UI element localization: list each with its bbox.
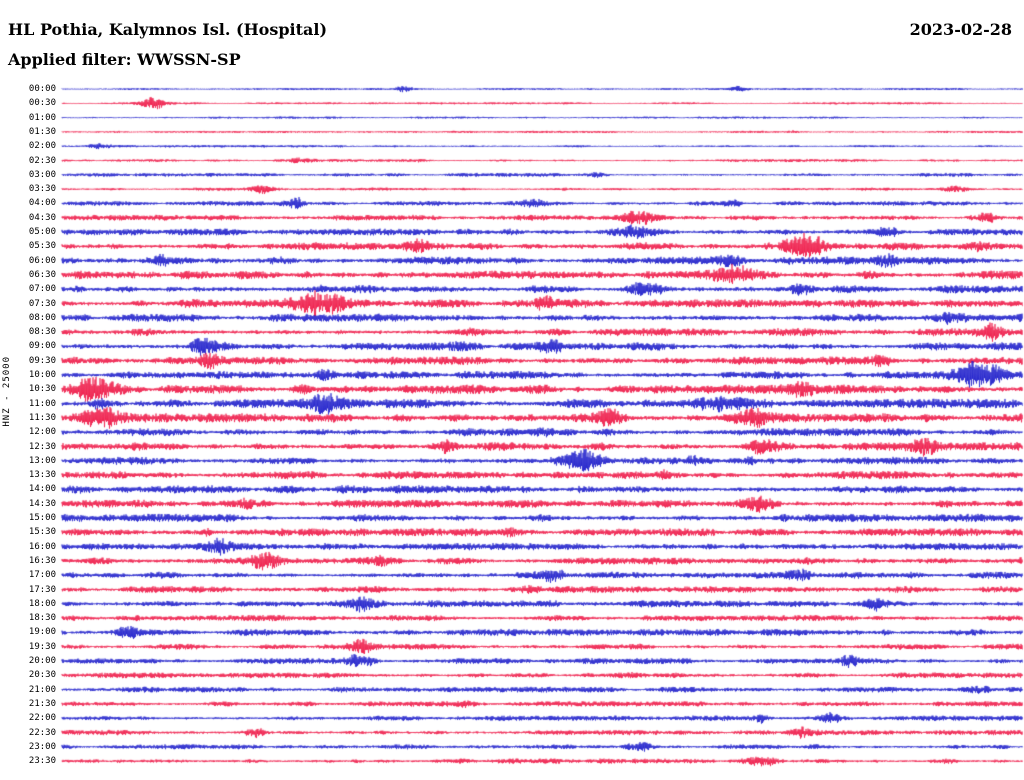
trace-time-label: 14:00 (28, 484, 56, 495)
trace-time-label: 20:00 (28, 656, 56, 666)
trace-time-label: 00:30 (28, 98, 56, 109)
trace-time-label: 15:00 (28, 513, 56, 523)
trace-time-label: 21:30 (28, 698, 56, 709)
trace-time-label: 17:00 (28, 570, 56, 581)
trace-time-label: 09:30 (28, 355, 56, 366)
trace-time-label: 01:30 (28, 126, 56, 137)
trace-time-label: 07:00 (28, 284, 56, 295)
trace-time-label: 08:30 (28, 327, 56, 338)
trace-time-label: 12:30 (28, 441, 56, 452)
channel-axis-label: HNZ - 25000 (2, 356, 12, 427)
trace-time-label: 18:30 (28, 613, 56, 624)
trace-time-label: 13:00 (28, 455, 56, 466)
trace-time-label: 19:30 (28, 641, 56, 652)
trace-time-label: 23:30 (28, 756, 56, 767)
trace-time-label: 22:00 (28, 713, 56, 724)
trace-time-label: 08:00 (28, 312, 56, 323)
trace-time-label: 15:30 (28, 527, 56, 538)
trace-time-label: 09:00 (28, 341, 56, 352)
trace-time-label: 16:00 (28, 541, 56, 552)
trace-time-label: 04:30 (28, 212, 56, 223)
trace-time-label: 01:00 (28, 112, 56, 123)
trace-time-label: 13:30 (28, 470, 56, 481)
trace-time-label: 23:00 (28, 741, 56, 752)
trace-time-label: 11:00 (28, 398, 56, 409)
trace-time-label: 14:30 (28, 498, 56, 509)
trace-time-label: 11:30 (28, 412, 56, 423)
trace-time-label: 16:30 (28, 555, 56, 566)
trace-time-label: 19:00 (28, 627, 56, 638)
trace-time-label: 02:00 (28, 141, 56, 152)
trace-time-label: 18:00 (28, 598, 56, 609)
trace-time-label: 21:00 (28, 684, 56, 695)
trace-time-label: 04:00 (28, 198, 56, 209)
trace-time-label: 17:30 (28, 584, 56, 595)
trace-time-label: 07:30 (28, 298, 56, 309)
trace-time-label: 03:30 (28, 184, 56, 195)
trace-time-label: 05:30 (28, 241, 56, 252)
trace-time-label: 00:00 (28, 84, 56, 94)
trace-time-label: 03:00 (28, 169, 56, 180)
trace-time-label: 06:00 (28, 255, 56, 266)
time-label-column: 00:00 00:30 01:00 01:30 02:00 02:30 03:00 03:30… (0, 0, 56, 780)
trace-time-label: 10:30 (28, 384, 56, 395)
trace-time-label: 06:30 (28, 269, 56, 280)
trace-time-label: 02:30 (28, 155, 56, 166)
trace-time-label: 10:00 (28, 370, 56, 380)
trace-time-label: 05:00 (28, 227, 56, 237)
trace-time-label: 12:00 (28, 427, 56, 438)
trace-time-label: 20:30 (28, 670, 56, 681)
trace-time-label: 22:30 (28, 727, 56, 738)
